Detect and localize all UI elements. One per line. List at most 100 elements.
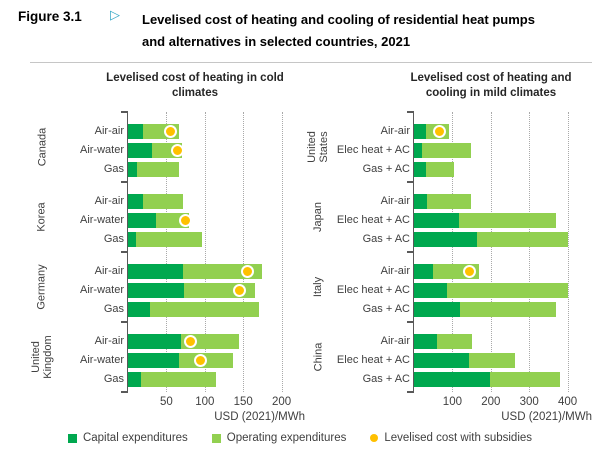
row-label: Air-air <box>380 195 410 207</box>
row-label: Air-water <box>79 354 124 366</box>
bar-capex-segment <box>414 194 427 209</box>
left-axis-title: USD (2021)/MWh <box>214 411 305 423</box>
legend-label-subsidies: Levelised cost with subsidies <box>384 432 533 444</box>
gridline <box>567 112 569 392</box>
row-label: Air-water <box>79 284 124 296</box>
x-tick-label: 200 <box>481 396 501 408</box>
subsidy-dot <box>163 125 177 138</box>
legend-item-capital: Capital expenditures <box>67 432 188 444</box>
operating-expenditures-swatch <box>211 433 221 443</box>
x-tick-label: 150 <box>233 396 253 408</box>
bar-capex-segment <box>128 194 144 209</box>
axis-group-tick <box>121 321 128 323</box>
bar-capex-segment <box>128 124 144 139</box>
figure-number: Figure 3.1 <box>18 9 82 24</box>
gridline <box>529 112 531 392</box>
subsidy-dot <box>179 214 193 227</box>
row-label: Air-air <box>380 125 410 137</box>
header-divider <box>30 62 592 63</box>
subsidy-dot <box>433 125 447 138</box>
gridline <box>204 112 206 392</box>
row-label: Gas + AC <box>362 303 410 315</box>
bar-capex-segment <box>128 264 184 279</box>
bar-capex-segment <box>414 232 477 247</box>
x-tick-label: 400 <box>558 396 578 408</box>
bar-capex-segment <box>414 143 423 158</box>
bar-opex-segment <box>150 302 259 317</box>
bar-capex-segment <box>414 264 433 279</box>
axis-group-tick <box>121 181 128 183</box>
row-label: Air-air <box>94 265 124 277</box>
x-tick-label: 100 <box>442 396 462 408</box>
axis-group-tick <box>407 181 414 183</box>
row-label: Air-air <box>380 265 410 277</box>
subsidy-dot <box>184 335 198 348</box>
bar-opex-segment <box>460 302 557 317</box>
gridline <box>166 112 168 392</box>
subsidised-cost-dot-swatch <box>370 434 379 442</box>
subsidy-dot <box>232 284 246 297</box>
right-chart-title: Levelised cost of heating and cooling in… <box>410 72 572 99</box>
legend-label-capital: Capital expenditures <box>82 432 188 444</box>
x-tick-label: 200 <box>272 396 292 408</box>
x-tick-label: 50 <box>159 396 173 408</box>
legend-item-subsidies: Levelised cost with subsidies <box>370 432 532 444</box>
bar-capex-segment <box>128 283 185 298</box>
right-axis-title: USD (2021)/MWh <box>501 411 592 423</box>
row-label: Air-water <box>79 144 124 156</box>
bar-opex-segment <box>425 162 454 177</box>
bar-capex-segment <box>128 334 181 349</box>
row-label: Air-air <box>94 335 124 347</box>
row-label: Elec heat + AC <box>336 144 410 156</box>
row-label: Air-water <box>79 214 124 226</box>
legend-label-operating: Operating expenditures <box>226 432 347 444</box>
bar-opex-segment <box>141 372 216 387</box>
x-tick-label: 100 <box>195 396 215 408</box>
row-label: Air-air <box>94 195 124 207</box>
row-label: Gas <box>103 373 124 385</box>
bar-capex-segment <box>414 334 438 349</box>
bar-capex-segment <box>128 213 156 228</box>
gridline <box>243 112 245 392</box>
bar-opex-segment <box>422 143 472 158</box>
bar-opex-segment <box>143 194 184 209</box>
subsidy-dot <box>170 144 184 157</box>
axis-group-tick <box>121 111 128 113</box>
gridline <box>452 112 454 392</box>
bar-capex-segment <box>128 353 179 368</box>
bar-capex-segment <box>414 372 491 387</box>
figure-title: Levelised cost of heating and cooling of… <box>142 12 535 49</box>
gridline <box>281 112 283 392</box>
bar-capex-segment <box>414 283 448 298</box>
bar-opex-segment <box>490 372 560 387</box>
row-label: Gas <box>103 233 124 245</box>
bar-capex-segment <box>128 143 152 158</box>
axis-group-tick <box>407 251 414 253</box>
subsidy-dot <box>240 265 254 278</box>
bar-capex-segment <box>414 302 461 317</box>
bar-opex-segment <box>426 194 472 209</box>
row-label: Gas + AC <box>362 163 410 175</box>
left-chart-title: Levelised cost of heating in cold climat… <box>106 72 284 99</box>
bar-capex-segment <box>414 353 469 368</box>
bar-opex-segment <box>476 232 568 247</box>
legend: Capital expenditures Operating expenditu… <box>0 432 600 444</box>
axis-group-tick <box>407 321 414 323</box>
capital-expenditures-swatch <box>67 433 77 443</box>
row-label: Elec heat + AC <box>336 284 410 296</box>
subsidy-dot <box>193 354 207 367</box>
axis-group-tick <box>407 391 414 393</box>
axis-group-tick <box>407 111 414 113</box>
x-tick-label: 300 <box>519 396 539 408</box>
axis-group-tick <box>121 251 128 253</box>
bar-capex-segment <box>414 124 426 139</box>
bar-capex-segment <box>128 232 137 247</box>
row-label: Air-air <box>380 335 410 347</box>
row-label: Gas + AC <box>362 233 410 245</box>
bar-capex-segment <box>414 162 426 177</box>
axis-group-tick <box>121 391 128 393</box>
gridline <box>490 112 492 392</box>
row-label: Air-air <box>94 125 124 137</box>
row-label: Elec heat + AC <box>336 214 410 226</box>
